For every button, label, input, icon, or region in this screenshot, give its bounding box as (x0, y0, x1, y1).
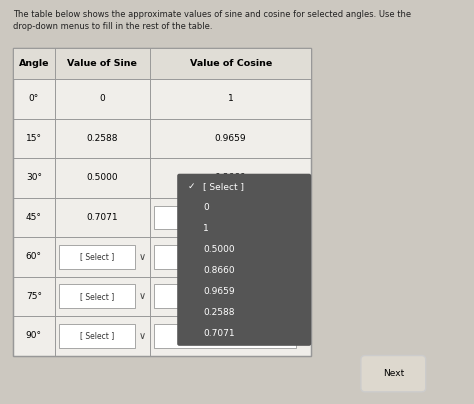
Text: ✓: ✓ (188, 182, 195, 191)
Text: Angle: Angle (18, 59, 49, 68)
Text: Value of Cosine: Value of Cosine (190, 59, 272, 68)
Text: 0.7071: 0.7071 (87, 213, 118, 222)
Text: 0.9659: 0.9659 (203, 287, 235, 296)
Text: [ Select ]: [ Select ] (208, 252, 242, 261)
Text: 1: 1 (203, 224, 209, 233)
Text: drop-down menus to fill in the rest of the table.: drop-down menus to fill in the rest of t… (13, 22, 212, 31)
Text: 0°: 0° (29, 95, 39, 103)
Text: 45°: 45° (26, 213, 42, 222)
Text: 0.8660: 0.8660 (203, 266, 235, 275)
Text: 0.2588: 0.2588 (203, 308, 235, 317)
Text: ∨: ∨ (139, 331, 146, 341)
FancyBboxPatch shape (59, 284, 135, 308)
Text: [ Select ]: [ Select ] (80, 292, 114, 301)
Text: [ Select ]: [ Select ] (208, 331, 242, 340)
Text: ∨: ∨ (139, 252, 146, 262)
FancyBboxPatch shape (177, 174, 311, 346)
Text: Next: Next (383, 369, 404, 378)
Text: [ Select ]: [ Select ] (80, 331, 114, 340)
Text: 0.5000: 0.5000 (203, 245, 235, 254)
Text: 0.5000: 0.5000 (87, 173, 118, 182)
FancyBboxPatch shape (13, 48, 311, 79)
Text: ∨: ∨ (300, 252, 307, 262)
Text: [ Select ]: [ Select ] (208, 292, 242, 301)
Text: 0.2588: 0.2588 (87, 134, 118, 143)
Text: ∨: ∨ (300, 291, 307, 301)
FancyBboxPatch shape (155, 245, 296, 269)
Text: Value of Sine: Value of Sine (67, 59, 137, 68)
Text: [ Select ]: [ Select ] (80, 252, 114, 261)
Text: 1: 1 (228, 95, 234, 103)
Text: 60°: 60° (26, 252, 42, 261)
Text: The table below shows the approximate values of sine and cosine for selected ang: The table below shows the approximate va… (13, 10, 411, 19)
Text: 90°: 90° (26, 331, 42, 340)
FancyBboxPatch shape (59, 245, 135, 269)
Text: [ Select ]: [ Select ] (203, 182, 244, 191)
Text: 30°: 30° (26, 173, 42, 182)
Text: 15°: 15° (26, 134, 42, 143)
Text: ∨: ∨ (300, 213, 307, 222)
Text: 0: 0 (203, 203, 209, 212)
Text: 0.7071: 0.7071 (203, 329, 235, 338)
FancyBboxPatch shape (155, 324, 296, 347)
FancyBboxPatch shape (361, 356, 426, 392)
Text: ∨: ∨ (300, 331, 307, 341)
Text: 75°: 75° (26, 292, 42, 301)
FancyBboxPatch shape (155, 206, 296, 229)
FancyBboxPatch shape (59, 324, 135, 347)
Text: [ Select ]: [ Select ] (208, 213, 242, 222)
Text: 0: 0 (100, 95, 105, 103)
Text: 0.9659: 0.9659 (215, 134, 246, 143)
Text: 0.8660: 0.8660 (215, 173, 246, 182)
FancyBboxPatch shape (155, 284, 296, 308)
FancyBboxPatch shape (13, 48, 311, 356)
Text: ∨: ∨ (139, 291, 146, 301)
